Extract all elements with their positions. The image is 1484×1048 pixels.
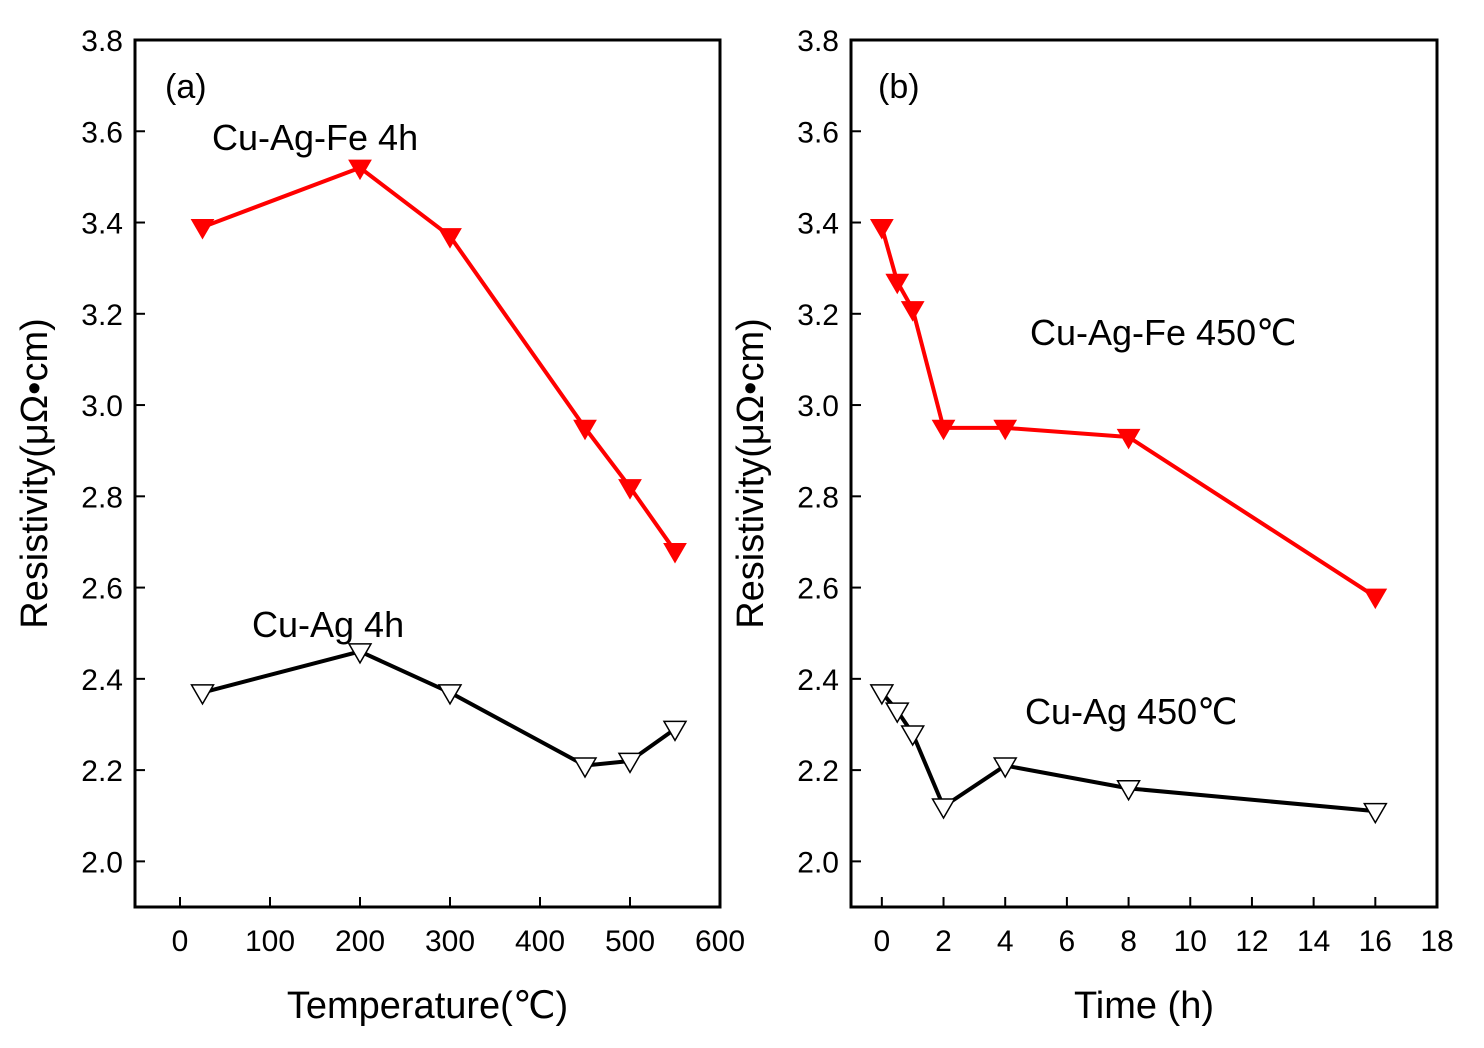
data-point	[931, 419, 956, 441]
data-point	[190, 684, 215, 706]
x-tick-label: 12	[1235, 925, 1268, 958]
data-point	[931, 798, 956, 820]
y-tick-label: 2.2	[81, 755, 123, 788]
data-point	[900, 301, 925, 322]
y-tick-label: 2.8	[797, 481, 839, 514]
y-tick-label: 3.2	[797, 299, 839, 332]
data-point	[347, 643, 373, 665]
data-point	[993, 419, 1018, 441]
data-point	[1116, 780, 1141, 802]
y-axis-title: Resistivity(μΩ•cm)	[14, 318, 56, 629]
series-label: Cu-Ag 4h	[252, 604, 404, 645]
plot-frame	[133, 38, 722, 909]
y-tick-label: 3.8	[81, 25, 123, 58]
x-tick-label: 400	[515, 925, 565, 958]
x-tick-label: 2	[935, 925, 952, 958]
panel-b: 2.0 2.2 2.4 2.6 2.8 3.0 3.2 3.4 3.6 3.8 0 2 4 6 8 10 12 1…	[730, 25, 1454, 1027]
data-point	[437, 684, 463, 706]
series-line	[201, 649, 677, 768]
y-tick-label: 3.0	[797, 390, 839, 423]
series-label: Cu-Ag 450℃	[1025, 691, 1238, 732]
series-label: Cu-Ag-Fe 450℃	[1030, 312, 1297, 353]
panel-label: (b)	[878, 68, 920, 106]
y-tick-label: 3.6	[797, 116, 839, 149]
series-line	[201, 165, 677, 553]
y-tick-label: 3.0	[81, 390, 123, 423]
y-tick-label: 3.6	[81, 116, 123, 149]
x-tick-label: 200	[335, 925, 385, 958]
x-tick-label: 100	[245, 925, 295, 958]
y-tick-label: 2.8	[81, 481, 123, 514]
data-point	[572, 757, 598, 779]
data-point	[663, 542, 687, 564]
y-tick-label: 2.4	[81, 664, 123, 697]
x-tick-label: 300	[425, 925, 475, 958]
x-tick-label: 0	[172, 925, 189, 958]
y-tick-label: 3.2	[81, 299, 123, 332]
panel-label: (a)	[165, 68, 207, 106]
data-point	[573, 419, 597, 441]
x-tick-label: 6	[1059, 925, 1076, 958]
x-tick-label: 0	[873, 925, 890, 958]
y-tick-label: 2.0	[81, 846, 123, 879]
data-point	[662, 720, 688, 742]
x-tick-label: 16	[1359, 925, 1392, 958]
y-tick-label: 3.8	[797, 25, 839, 58]
x-tick-label: 14	[1297, 925, 1330, 958]
data-point	[869, 218, 894, 240]
panel-a: 2.0 2.2 2.4 2.6 2.8 3.0 3.2 3.4 3.6 3.8 0 100 200 300…	[14, 25, 745, 1027]
data-point	[438, 228, 462, 249]
y-tick-label: 3.4	[81, 208, 123, 241]
series-line	[879, 226, 1377, 599]
data-point	[885, 273, 910, 295]
x-tick-label: 4	[997, 925, 1014, 958]
data-point	[190, 218, 215, 240]
y-tick-label: 2.4	[797, 664, 839, 697]
y-tick-label: 2.6	[797, 573, 839, 606]
y-tick-label: 2.2	[797, 755, 839, 788]
data-point	[348, 159, 372, 181]
y-tick-label: 3.4	[797, 208, 839, 241]
x-tick-label: 10	[1174, 925, 1207, 958]
x-tick-label: 500	[605, 925, 655, 958]
data-point	[618, 479, 642, 500]
data-point	[1116, 428, 1141, 450]
data-point	[1363, 588, 1388, 610]
y-tick-label: 2.0	[797, 846, 839, 879]
data-point	[992, 757, 1018, 779]
x-tick-label: 8	[1120, 925, 1137, 958]
x-tick-label: 18	[1420, 925, 1453, 958]
data-point	[884, 702, 910, 724]
y-tick-label: 2.6	[81, 573, 123, 606]
y-axis-title: Resistivity(μΩ•cm)	[730, 318, 772, 629]
data-point	[617, 752, 643, 774]
data-point	[869, 684, 895, 706]
data-point	[900, 725, 925, 747]
x-axis-title: Time (h)	[1074, 985, 1214, 1027]
x-tick-label: 600	[695, 925, 745, 958]
series-label: Cu-Ag-Fe 4h	[212, 117, 418, 158]
data-point	[1363, 802, 1388, 825]
x-axis-title: Temperature(℃)	[287, 985, 568, 1027]
plot-frame	[849, 38, 1439, 909]
